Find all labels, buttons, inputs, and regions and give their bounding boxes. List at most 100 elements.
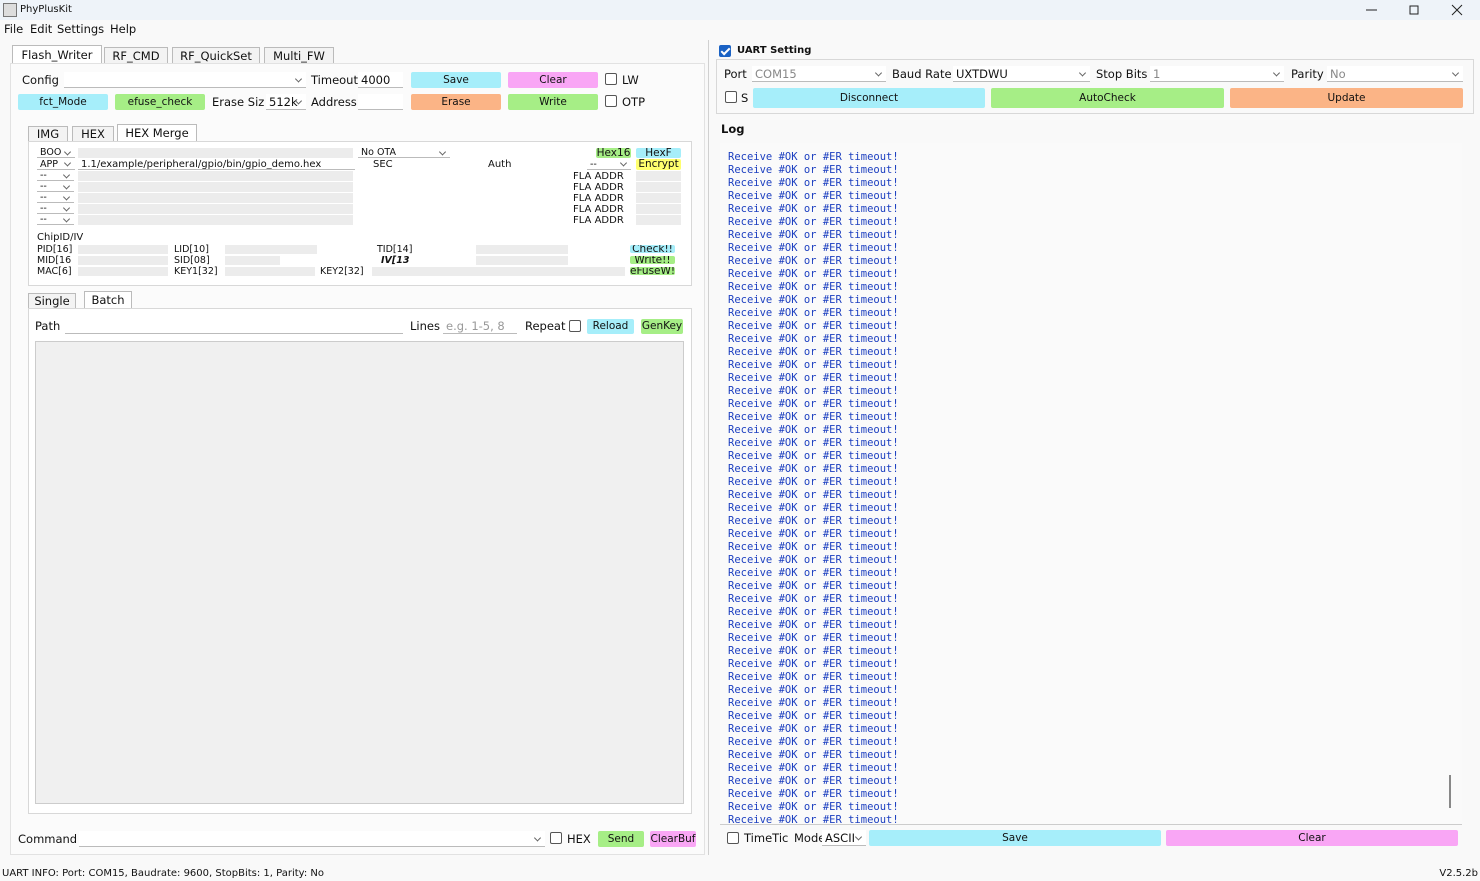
checkbox[interactable] xyxy=(605,95,617,107)
log-line: Receive #OK or #ER timeout! xyxy=(728,775,899,787)
reload-button[interactable]: Reload xyxy=(587,319,634,334)
clearbuf-button[interactable]: ClearBuf xyxy=(650,831,696,847)
log-line: Receive #OK or #ER timeout! xyxy=(728,333,899,345)
path-input[interactable] xyxy=(65,319,403,334)
chip-button[interactable]: Check!! xyxy=(630,245,675,253)
menu-item[interactable]: Settings xyxy=(57,22,105,36)
baud-combo[interactable]: UXTDWU xyxy=(953,66,1090,82)
fct-mode-button[interactable]: fct_Mode xyxy=(18,94,108,110)
log-line: Receive #OK or #ER timeout! xyxy=(728,164,899,176)
log-line: Receive #OK or #ER timeout! xyxy=(728,385,899,397)
label: Config xyxy=(22,73,59,87)
log-line: Receive #OK or #ER timeout! xyxy=(728,580,899,592)
menu-item[interactable]: Edit xyxy=(30,22,53,36)
restore[interactable] xyxy=(1409,5,1419,15)
checkbox[interactable] xyxy=(725,91,737,103)
parity-combo[interactable]: No xyxy=(1327,66,1463,82)
menu-item[interactable]: File xyxy=(4,22,24,36)
row-bar xyxy=(78,215,353,225)
chip-button[interactable]: Write!! xyxy=(630,256,675,264)
sub-tab[interactable]: HEX xyxy=(72,126,114,141)
erase-size-combo[interactable]: 512k xyxy=(266,94,306,110)
label: Parity xyxy=(1291,67,1324,81)
log-line: Receive #OK or #ER timeout! xyxy=(728,476,899,488)
stop-combo[interactable]: 1 xyxy=(1150,66,1284,82)
label: Stop Bits xyxy=(1096,67,1148,81)
log-line: Receive #OK or #ER timeout! xyxy=(728,710,899,722)
log-line: Receive #OK or #ER timeout! xyxy=(728,268,899,280)
lines-input[interactable]: e.g. 1-5, 8 xyxy=(443,319,517,334)
checkbox[interactable] xyxy=(550,832,562,844)
log-line: Receive #OK or #ER timeout! xyxy=(728,788,899,800)
send-button[interactable]: Send xyxy=(598,831,644,847)
batch-area xyxy=(35,341,684,804)
erase-button[interactable]: Erase xyxy=(411,94,501,110)
sub-tab[interactable]: IMG xyxy=(28,126,68,141)
checkbox[interactable] xyxy=(727,832,739,844)
scrollbar-thumb[interactable] xyxy=(1449,775,1451,808)
efuse-check-button[interactable]: efuse_check xyxy=(115,94,205,110)
log-line: Receive #OK or #ER timeout! xyxy=(728,359,899,371)
sub-tab[interactable]: Single xyxy=(28,293,76,308)
checkbox[interactable] xyxy=(719,45,731,57)
window-controls[interactable] xyxy=(1360,2,1470,18)
row-combo[interactable]: -- xyxy=(37,193,74,203)
autocheck-button[interactable]: AutoCheck xyxy=(991,88,1224,108)
app-combo[interactable]: APP xyxy=(37,159,75,170)
write-button[interactable]: Write xyxy=(508,94,598,110)
auth-combo[interactable]: -- xyxy=(587,159,631,170)
row-combo[interactable]: -- xyxy=(37,215,74,225)
encrypt-button[interactable]: Encrypt xyxy=(636,159,681,170)
row-combo[interactable]: -- xyxy=(37,171,74,181)
hexf-button[interactable]: HexF xyxy=(636,148,681,158)
hex16-button[interactable]: Hex16 xyxy=(596,148,631,158)
log-line: Receive #OK or #ER timeout! xyxy=(728,619,899,631)
label: MAC[6] xyxy=(37,266,72,277)
command-combo[interactable] xyxy=(79,831,545,847)
log-line: Receive #OK or #ER timeout! xyxy=(728,424,899,436)
sub-tab[interactable]: HEX Merge xyxy=(117,124,197,141)
log-line: Receive #OK or #ER timeout! xyxy=(728,736,899,748)
update-button[interactable]: Update xyxy=(1230,88,1463,108)
log-line: Receive #OK or #ER timeout! xyxy=(728,749,899,761)
log-line: Receive #OK or #ER timeout! xyxy=(728,190,899,202)
close[interactable] xyxy=(1451,4,1463,16)
log-line: Receive #OK or #ER timeout! xyxy=(728,502,899,514)
boot-combo[interactable]: BOO xyxy=(37,148,75,158)
log-line: Receive #OK or #ER timeout! xyxy=(728,151,899,163)
port-combo[interactable]: COM15 xyxy=(752,66,886,82)
ota-combo[interactable]: No OTA xyxy=(358,148,450,158)
save-button[interactable]: Save xyxy=(411,72,501,88)
addr-bar xyxy=(636,182,681,192)
mode-combo[interactable]: ASCII xyxy=(822,830,866,846)
save-button[interactable]: Save xyxy=(869,830,1161,846)
section-title: UART Setting xyxy=(737,45,812,56)
log-line: Receive #OK or #ER timeout! xyxy=(728,398,899,410)
timeout-input[interactable]: 4000 xyxy=(358,72,403,88)
checkbox[interactable] xyxy=(569,320,581,332)
clear-button[interactable]: Clear xyxy=(508,72,598,88)
config-combo[interactable] xyxy=(64,72,306,88)
label: FLA ADDR xyxy=(573,204,624,215)
row-combo[interactable]: -- xyxy=(37,204,74,214)
chip-button[interactable]: eFuseW!! xyxy=(630,267,675,275)
app-path-input[interactable]: 1.1/example/peripheral/gpio/bin/gpio_dem… xyxy=(78,159,355,170)
sub-tab[interactable]: Batch xyxy=(84,291,132,308)
clear-button[interactable]: Clear xyxy=(1166,830,1458,846)
label: Command xyxy=(18,832,78,846)
genkey-button[interactable]: GenKey xyxy=(641,319,683,334)
menu-item[interactable]: Help xyxy=(110,22,137,36)
row-combo[interactable]: -- xyxy=(37,182,74,192)
addr-bar xyxy=(636,204,681,214)
tab[interactable]: RF_QuickSet xyxy=(172,47,260,63)
disconnect-button[interactable]: Disconnect xyxy=(753,88,985,108)
log-line: Receive #OK or #ER timeout! xyxy=(728,281,899,293)
label: Mode xyxy=(794,831,826,845)
checkbox[interactable] xyxy=(605,73,617,85)
tab[interactable]: RF_CMD xyxy=(104,47,168,63)
log-line: Receive #OK or #ER timeout! xyxy=(728,411,899,423)
tab[interactable]: Flash_Writer xyxy=(12,45,102,63)
label: OTP xyxy=(622,95,646,109)
tab[interactable]: Multi_FW xyxy=(264,47,334,63)
address-input[interactable] xyxy=(358,94,403,110)
